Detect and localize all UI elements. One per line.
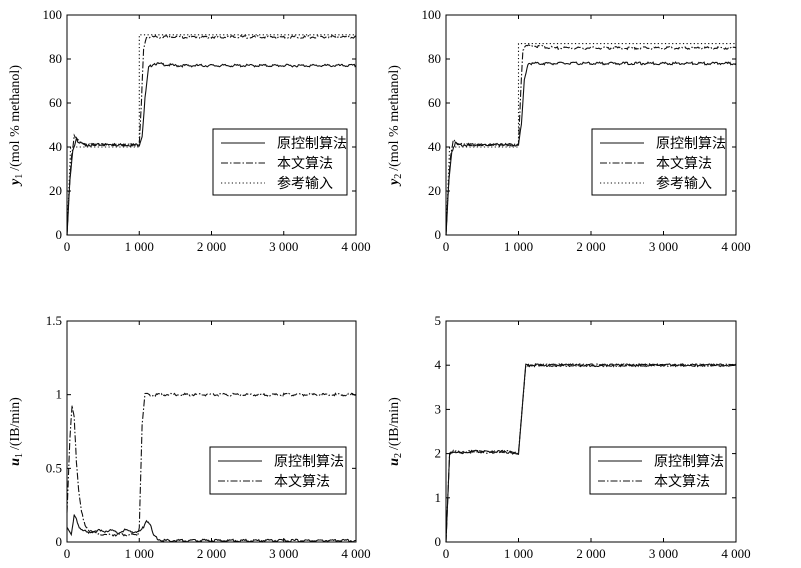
legend-label: 本文算法 xyxy=(656,156,712,172)
y-axis-label-var: y xyxy=(8,178,23,187)
y-axis-label-var: u xyxy=(387,458,402,466)
y-tick-label: 80 xyxy=(49,51,62,66)
legend-label: 原控制算法 xyxy=(274,454,344,470)
series-line-2 xyxy=(445,362,737,543)
legend-label: 原控制算法 xyxy=(277,136,347,152)
y-tick-label: 60 xyxy=(49,95,62,110)
plot-frame xyxy=(66,320,357,543)
y-axis-label: u1 /(IB/min) xyxy=(8,397,25,466)
y-axis-label-unit: /(IB/min) xyxy=(8,397,23,450)
y-tick-label: 2 xyxy=(435,446,442,461)
series-line-2 xyxy=(66,392,357,537)
y-tick-label: 0 xyxy=(56,227,63,242)
x-tick-label: 1 000 xyxy=(504,239,533,254)
y-axis-label: y2 /(mol % methanol) xyxy=(387,65,404,187)
x-tick-label: 3 000 xyxy=(269,546,298,561)
y-axis-label: y1 /(mol % methanol) xyxy=(8,65,25,187)
x-tick-label: 2 000 xyxy=(576,239,605,254)
y-tick-label: 40 xyxy=(49,139,62,154)
plot-frame xyxy=(66,14,357,236)
legend-box xyxy=(212,128,348,196)
x-tick-label: 0 xyxy=(64,546,71,561)
series-line-1 xyxy=(66,62,357,236)
x-tick-label: 0 xyxy=(64,239,71,254)
y-tick-label: 20 xyxy=(428,183,441,198)
y-axis-label-sub: 1 xyxy=(14,453,25,458)
x-tick-label: 3 000 xyxy=(269,239,298,254)
x-tick-label: 0 xyxy=(443,239,450,254)
chart-panel-2: 0 1 000 2 000 3 000 4 000 0 20 40 60 80 100 y2 /(mol… xyxy=(387,7,751,254)
y-tick-label: 1 xyxy=(435,490,442,505)
y-tick-label: 20 xyxy=(49,183,62,198)
y-axis-label-sub: 2 xyxy=(393,453,404,458)
y-tick-label: 3 xyxy=(435,401,442,416)
x-tick-label: 3 000 xyxy=(649,239,678,254)
x-tick-label: 2 000 xyxy=(576,546,605,561)
x-tick-label: 4 000 xyxy=(341,239,370,254)
y-tick-label: 80 xyxy=(428,51,441,66)
y-tick-label: 0 xyxy=(435,534,442,549)
y-axis-label-unit: /(IB/min) xyxy=(387,397,402,450)
y-tick-label: 0 xyxy=(56,534,63,549)
x-tick-label: 2 000 xyxy=(197,546,226,561)
y-tick-label: 100 xyxy=(43,7,63,22)
plot-frame xyxy=(445,320,737,543)
legend-box xyxy=(591,128,727,196)
y-tick-label: 0.5 xyxy=(46,460,62,475)
legend-box xyxy=(589,446,727,495)
legend-label: 参考输入 xyxy=(656,175,712,192)
x-tick-label: 4 000 xyxy=(721,546,750,561)
x-tick-label: 2 000 xyxy=(197,239,226,254)
legend-label: 原控制算法 xyxy=(656,136,726,152)
y-axis-label-unit: /(mol % methanol) xyxy=(8,65,23,171)
y-tick-label: 5 xyxy=(435,313,442,328)
x-tick-label: 1 000 xyxy=(125,546,154,561)
y-tick-label: 60 xyxy=(428,95,441,110)
series-line-3 xyxy=(445,43,736,236)
y-tick-label: 40 xyxy=(428,139,441,154)
y-axis-label-unit: /(mol % methanol) xyxy=(387,65,402,171)
plot-frame xyxy=(445,14,737,236)
series-line-1 xyxy=(445,61,737,236)
series-line-2 xyxy=(66,34,357,236)
legend-label: 本文算法 xyxy=(654,474,710,490)
y-tick-label: 1 xyxy=(56,387,63,402)
legend-label: 参考输入 xyxy=(277,175,333,192)
legend-box xyxy=(209,446,347,495)
x-tick-label: 1 000 xyxy=(125,239,154,254)
y-axis-label-var: y xyxy=(387,178,402,187)
x-tick-label: 0 xyxy=(443,546,450,561)
x-tick-label: 1 000 xyxy=(504,546,533,561)
y-axis-label-var: u xyxy=(8,458,23,466)
x-tick-label: 4 000 xyxy=(721,239,750,254)
y-tick-label: 100 xyxy=(422,7,442,22)
chart-panel-1: 0 1 000 2 000 3 000 4 000 0 20 40 60 80 100 y1 /(mol… xyxy=(8,7,371,254)
y-tick-label: 4 xyxy=(435,357,442,372)
y-axis-label: u2 /(IB/min) xyxy=(387,397,404,466)
y-tick-label: 1.5 xyxy=(46,313,62,328)
legend-label: 原控制算法 xyxy=(654,454,724,470)
x-tick-label: 3 000 xyxy=(649,546,678,561)
x-tick-label: 4 000 xyxy=(341,546,370,561)
y-tick-label: 0 xyxy=(435,227,442,242)
y-axis-label-sub: 2 xyxy=(393,174,404,179)
y-axis-label-sub: 1 xyxy=(14,174,25,179)
legend-label: 本文算法 xyxy=(277,156,333,172)
series-line-1 xyxy=(66,514,356,543)
series-line-2 xyxy=(445,44,737,236)
legend-label: 本文算法 xyxy=(274,474,330,490)
